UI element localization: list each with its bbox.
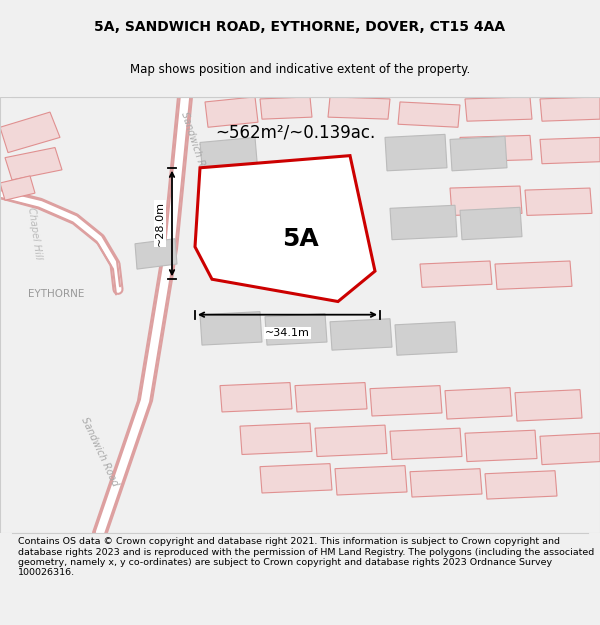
Polygon shape [390,205,457,240]
Text: ~562m²/~0.139ac.: ~562m²/~0.139ac. [215,123,375,141]
Polygon shape [460,208,522,240]
Polygon shape [485,471,557,499]
Polygon shape [420,261,492,288]
Text: Sandwich Road: Sandwich Road [80,416,121,488]
Polygon shape [0,176,35,200]
Text: 5A, SANDWICH ROAD, EYTHORNE, DOVER, CT15 4AA: 5A, SANDWICH ROAD, EYTHORNE, DOVER, CT15… [94,20,506,34]
Polygon shape [540,97,600,121]
Polygon shape [205,173,258,208]
Polygon shape [398,102,460,127]
Text: ~28.0m: ~28.0m [155,201,165,246]
Text: Sandwich Road: Sandwich Road [179,111,211,185]
Polygon shape [410,469,482,497]
Polygon shape [5,148,62,180]
Polygon shape [240,423,312,454]
Polygon shape [445,388,512,419]
Polygon shape [450,136,507,171]
Text: EYTHORNE: EYTHORNE [28,289,85,299]
Text: Contains OS data © Crown copyright and database right 2021. This information is : Contains OS data © Crown copyright and d… [18,537,594,578]
Polygon shape [370,386,442,416]
Polygon shape [200,138,258,178]
Text: Chapel Hill: Chapel Hill [26,207,44,261]
Polygon shape [540,433,600,464]
Polygon shape [220,382,292,412]
Polygon shape [135,239,177,269]
Polygon shape [395,322,457,355]
Polygon shape [465,97,532,121]
Polygon shape [195,156,375,301]
Polygon shape [315,425,387,456]
Polygon shape [260,464,332,493]
Polygon shape [525,188,592,216]
Polygon shape [335,466,407,495]
Text: 5A: 5A [281,227,319,251]
Polygon shape [540,138,600,164]
Polygon shape [200,312,262,345]
Polygon shape [460,136,532,162]
Polygon shape [390,428,462,459]
Text: ~34.1m: ~34.1m [265,328,310,338]
Polygon shape [330,319,392,350]
Polygon shape [515,389,582,421]
Polygon shape [450,186,522,216]
Polygon shape [385,134,447,171]
Polygon shape [0,112,60,152]
Polygon shape [205,97,258,128]
Polygon shape [495,261,572,289]
Polygon shape [465,430,537,462]
Polygon shape [295,382,367,412]
Polygon shape [265,314,327,345]
Polygon shape [260,97,312,119]
Text: Map shows position and indicative extent of the property.: Map shows position and indicative extent… [130,63,470,76]
Polygon shape [328,97,390,119]
